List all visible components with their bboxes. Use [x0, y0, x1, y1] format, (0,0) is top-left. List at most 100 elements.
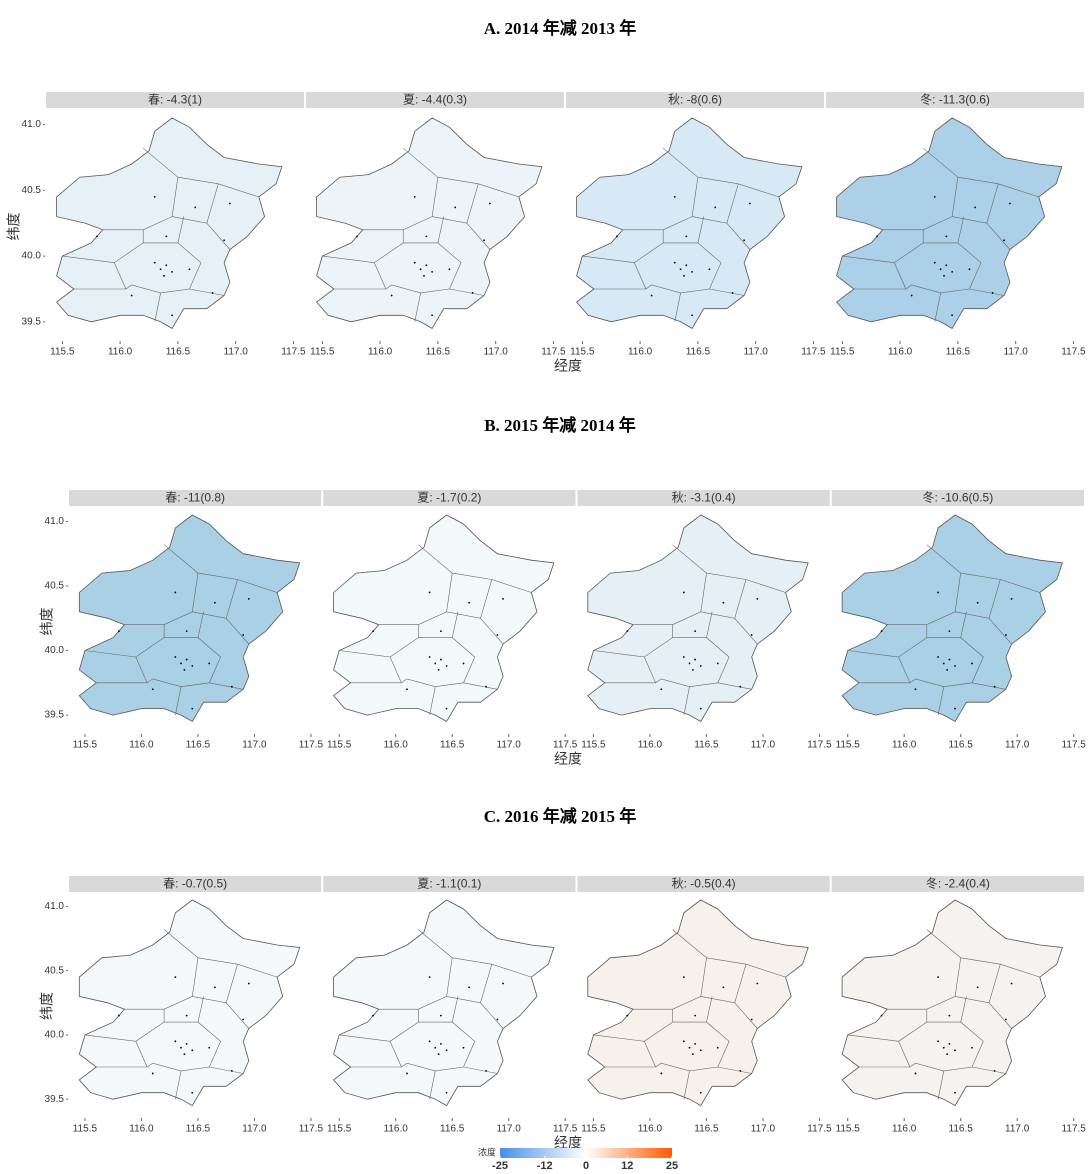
- district-border: [937, 686, 945, 716]
- x-tick-label: 117.5: [541, 347, 566, 358]
- y-tick-label: 39.5: [22, 316, 42, 327]
- station-dot: [626, 630, 629, 633]
- legend-tick-label: 25: [666, 1160, 678, 1172]
- station-dot: [174, 1040, 177, 1043]
- station-dot: [496, 634, 499, 636]
- station-dot: [191, 665, 194, 667]
- station-dot: [185, 658, 188, 661]
- station-dot: [151, 1072, 154, 1075]
- station-dot: [356, 235, 358, 238]
- y-tick-label: 41.0: [45, 516, 65, 527]
- station-dot: [937, 1040, 939, 1043]
- district-border: [842, 229, 924, 264]
- station-dot: [208, 1046, 211, 1049]
- x-tick-label: 117.0: [497, 1124, 522, 1135]
- x-tick-label: 117.5: [807, 740, 832, 751]
- station-dot: [390, 294, 393, 297]
- station-dot: [691, 314, 694, 317]
- district-border: [960, 996, 967, 1023]
- region-map: [841, 514, 1063, 723]
- x-tick-label: 116.0: [384, 740, 409, 751]
- station-dot: [876, 235, 878, 238]
- district-border: [480, 618, 504, 645]
- station-dot: [230, 1069, 233, 1072]
- district-border: [971, 682, 1006, 690]
- region-map: [587, 899, 809, 1107]
- station-dot: [191, 707, 194, 710]
- station-dot: [431, 314, 434, 317]
- station-dot: [153, 261, 156, 264]
- station-dot: [976, 986, 979, 989]
- station-dot: [183, 669, 186, 671]
- facet-label: 冬: -11.3(0.6): [920, 92, 990, 107]
- station-dot: [699, 1091, 702, 1094]
- x-tick-label: 117.5: [1061, 347, 1086, 358]
- x-tick-label: 115.5: [327, 1124, 352, 1135]
- district-border: [971, 1066, 1006, 1074]
- station-dot: [694, 1043, 697, 1045]
- station-dot: [722, 986, 725, 989]
- x-tick-label: 115.5: [310, 347, 335, 358]
- station-dot: [1010, 598, 1013, 600]
- facet-label: 春: -4.3(1): [148, 93, 202, 107]
- station-dot: [945, 264, 948, 267]
- district-border: [209, 1066, 244, 1074]
- y-axis-label: 纬度: [39, 992, 55, 1020]
- x-tick-label: 116.5: [166, 347, 191, 358]
- station-dot: [406, 1072, 408, 1075]
- station-dot: [993, 1069, 996, 1072]
- district-border: [847, 624, 928, 658]
- x-tick-label: 116.5: [694, 740, 719, 751]
- facet-strip: [566, 92, 824, 108]
- station-dot: [188, 268, 191, 271]
- station-dot: [425, 235, 428, 238]
- x-tick-label: 117.5: [299, 1124, 324, 1135]
- facet-label: 春: -0.7(0.5): [163, 877, 227, 891]
- station-dot: [445, 1049, 448, 1052]
- x-tick-label: 116.0: [892, 1124, 917, 1135]
- station-dot: [951, 314, 954, 317]
- district-border: [84, 1009, 165, 1042]
- district-border: [84, 624, 165, 658]
- legend-title: 浓度: [478, 1146, 496, 1157]
- station-dot: [968, 268, 971, 271]
- x-tick-label: 116.0: [129, 1124, 154, 1135]
- station-dot: [699, 1049, 702, 1052]
- x-tick-label: 116.5: [440, 740, 465, 751]
- station-dot: [694, 1014, 697, 1017]
- station-dot: [171, 314, 174, 317]
- x-tick-label: 116.0: [892, 740, 917, 751]
- district-border: [463, 682, 498, 690]
- station-dot: [682, 976, 685, 978]
- district-border: [209, 682, 244, 690]
- x-tick-label: 117.5: [553, 1124, 578, 1135]
- x-tick-label: 116.0: [638, 740, 663, 751]
- district-border: [734, 1002, 758, 1029]
- y-tick-label: 40.5: [45, 581, 65, 592]
- x-tick-label: 117.5: [1062, 740, 1087, 751]
- station-dot: [419, 268, 422, 271]
- station-dot: [1005, 634, 1007, 636]
- region-map: [836, 117, 1063, 329]
- y-tick-label: 39.5: [45, 710, 65, 721]
- panel-title: B. 2015 年减 2014 年: [484, 415, 636, 435]
- district-border: [717, 1066, 752, 1074]
- station-dot: [714, 206, 717, 209]
- district-border: [322, 229, 404, 264]
- region-map: [316, 117, 543, 329]
- y-tick-label: 41.0: [45, 901, 65, 912]
- facet-strip: [69, 490, 322, 506]
- district-border: [988, 1002, 1012, 1029]
- station-dot: [739, 685, 742, 688]
- x-tick-label: 117.0: [751, 740, 776, 751]
- x-tick-label: 117.5: [299, 740, 324, 751]
- station-dot: [616, 235, 618, 238]
- region-map: [576, 117, 803, 329]
- station-dot: [948, 658, 951, 661]
- station-dot: [228, 202, 231, 205]
- x-axis-label: 经度: [554, 751, 582, 767]
- station-dot: [991, 292, 994, 294]
- x-tick-label: 116.0: [368, 347, 393, 358]
- station-dot: [750, 634, 753, 636]
- x-tick-label: 115.5: [836, 1124, 861, 1135]
